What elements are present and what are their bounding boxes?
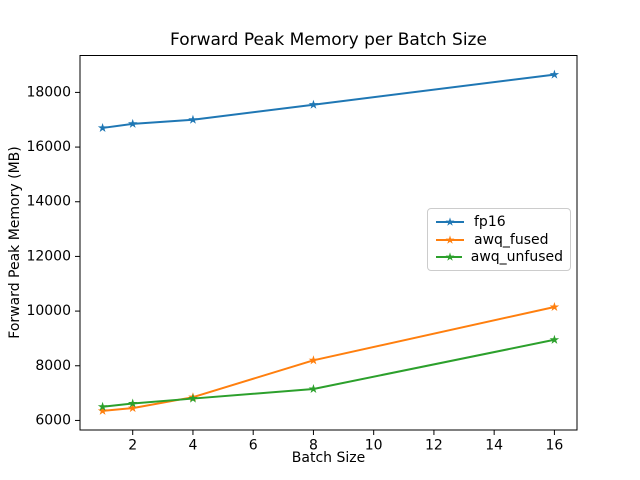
y-tick-label: 14000 (26, 194, 71, 210)
series-line-fp16 (102, 73, 555, 129)
legend-marker-fp16 (436, 217, 464, 226)
data-point-awq_unfused (188, 393, 198, 403)
data-point-fp16 (188, 114, 198, 124)
y-tick-label: 16000 (26, 139, 71, 155)
x-tick-label: 8 (309, 438, 318, 454)
data-point-fp16 (127, 118, 138, 128)
data-point-awq_fused (127, 403, 138, 413)
series-line-awq_fused (102, 306, 555, 412)
data-point-fp16 (308, 99, 319, 109)
series-line-awq_unfused (102, 338, 555, 408)
legend-marker-awq_fused (436, 234, 464, 244)
x-tick-label: 10 (365, 438, 383, 454)
data-point-awq_unfused (308, 384, 319, 394)
legend-item-awq_unfused: awq_unfused (435, 249, 563, 265)
data-point-fp16 (97, 122, 108, 132)
legend: fp16 awq_fused awq_unfused (427, 208, 571, 271)
axis-ticks: 2 4 6 8 10 12 14 16 6000 8000 10000 12000 14000 16000… (26, 84, 563, 453)
chart-title: Forward Peak Memory per Batch Size (170, 30, 487, 50)
legend-star-icon (445, 252, 455, 261)
x-tick-label: 16 (545, 438, 563, 454)
plot-area-border (79, 55, 578, 431)
data-point-fp16 (549, 69, 560, 79)
legend-label: fp16 (474, 213, 506, 230)
legend-label: awq_fused (474, 231, 549, 248)
legend-item-awq_fused: awq_fused (435, 232, 563, 248)
legend-star-icon (445, 234, 455, 244)
y-tick-label: 8000 (35, 358, 71, 374)
legend-label: awq_unfused (470, 249, 563, 266)
x-axis-label: Batch Size (292, 450, 365, 466)
x-tick-label: 6 (249, 438, 258, 454)
data-point-awq_fused (97, 405, 108, 415)
x-tick-label: 2 (128, 438, 137, 454)
y-tick-label: 12000 (26, 248, 71, 264)
y-tick-label: 18000 (26, 84, 71, 100)
legend-star-icon (445, 217, 455, 226)
data-point-awq_unfused (549, 334, 560, 344)
x-tick-label: 14 (485, 438, 503, 454)
legend-item-fp16: fp16 (435, 214, 563, 230)
y-axis-label: Forward Peak Memory (MB) (7, 146, 23, 338)
x-tick-label: 4 (188, 438, 197, 454)
plot-series (97, 69, 560, 415)
data-point-awq_unfused (97, 401, 108, 411)
y-tick-label: 10000 (26, 303, 71, 319)
x-tick-label: 12 (425, 438, 443, 454)
y-tick-label: 6000 (35, 412, 71, 428)
data-point-awq_fused (549, 301, 560, 312)
data-point-awq_unfused (127, 398, 138, 408)
data-point-awq_fused (308, 355, 319, 365)
legend-marker-awq_unfused (436, 252, 462, 261)
